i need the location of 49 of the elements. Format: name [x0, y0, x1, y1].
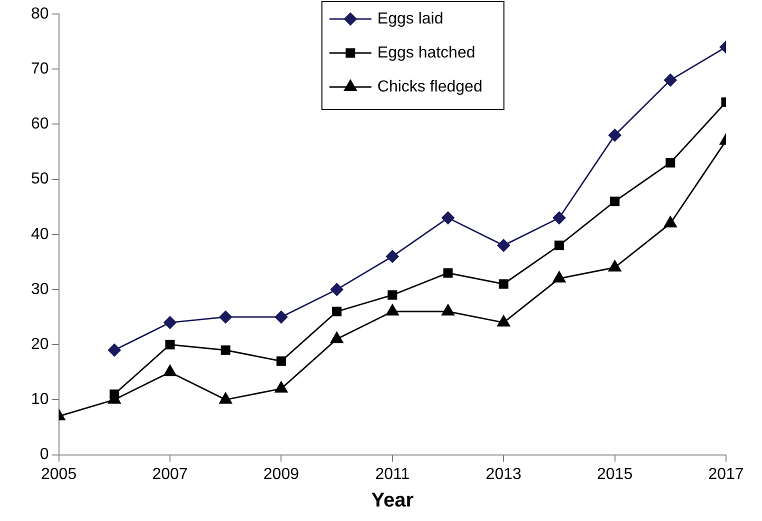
- point: [386, 250, 399, 263]
- x-tick-label: 2009: [263, 466, 300, 483]
- point: [330, 283, 344, 296]
- y-tick-label: 20: [31, 336, 49, 354]
- y-tick-label: 30: [31, 280, 49, 298]
- y-tick-label: 0: [40, 446, 49, 464]
- y-tick-label: 40: [31, 226, 49, 243]
- point: [164, 316, 176, 330]
- point: [497, 238, 510, 252]
- point: [332, 306, 342, 316]
- x-axis-title: Year: [371, 490, 414, 512]
- legend-label: Chicks fledged: [377, 78, 482, 96]
- point: [108, 344, 121, 357]
- point: [110, 389, 120, 399]
- point: [163, 364, 177, 376]
- point: [165, 340, 175, 350]
- point: [498, 279, 508, 289]
- y-tick-label: 10: [31, 391, 49, 408]
- x-tick-label: 2013: [486, 466, 522, 483]
- point: [330, 332, 344, 344]
- point: [443, 268, 453, 278]
- y-tick-label: 60: [31, 116, 49, 133]
- y-tick-label: 50: [31, 170, 49, 188]
- legend-label: Eggs laid: [377, 10, 444, 28]
- point: [554, 240, 564, 250]
- point: [276, 356, 286, 366]
- point: [274, 381, 288, 393]
- point: [610, 196, 620, 206]
- x-tick-label: 2015: [597, 466, 633, 483]
- point: [274, 310, 288, 324]
- point: [497, 315, 510, 327]
- x-tick-label: 2017: [708, 466, 744, 483]
- x-tick-label: 2007: [152, 466, 188, 483]
- point: [442, 211, 454, 224]
- legend-label: Eggs hatched: [377, 44, 476, 62]
- point: [386, 304, 399, 316]
- point: [664, 74, 677, 87]
- x-tick-label: 2005: [41, 466, 77, 483]
- y-tick-label: 70: [31, 60, 49, 78]
- point: [608, 128, 622, 142]
- x-tick-label: 2011: [375, 466, 410, 483]
- point: [219, 310, 232, 324]
- point: [219, 392, 232, 404]
- point: [388, 290, 398, 300]
- y-tick-label: 80: [31, 5, 49, 22]
- point: [441, 304, 455, 316]
- point: [220, 345, 230, 355]
- point: [552, 211, 566, 224]
- point: [666, 158, 676, 168]
